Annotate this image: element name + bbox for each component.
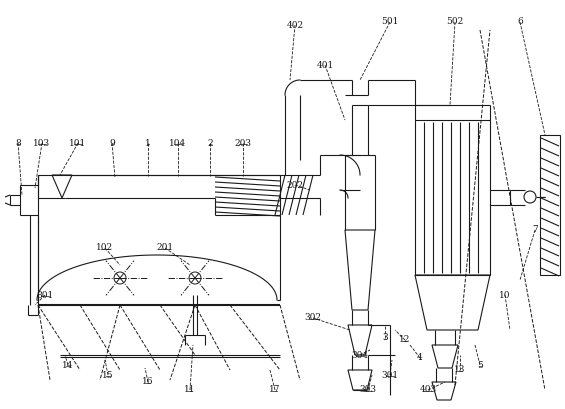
Bar [415,120,490,275]
Text: 5: 5 [477,360,483,369]
Text: 1: 1 [145,139,151,148]
Text: 402: 402 [286,20,303,29]
Text: 15: 15 [102,371,114,380]
Text: 302: 302 [305,314,321,323]
Text: 12: 12 [399,335,411,344]
Text: 7: 7 [532,225,538,234]
Text: 403: 403 [419,386,437,395]
Text: 101: 101 [69,139,86,148]
Text: 3: 3 [382,333,388,342]
Text: 201: 201 [157,243,173,252]
Text: 11: 11 [184,386,195,395]
Text: 16: 16 [142,378,154,387]
Text: 9: 9 [109,139,115,148]
Text: 502: 502 [446,18,464,27]
Text: 14: 14 [62,360,74,369]
Text: 13: 13 [454,366,466,375]
Text: 801: 801 [36,290,54,299]
Text: 6: 6 [517,18,523,27]
Text: 304: 304 [351,351,368,360]
Text: 102: 102 [97,243,114,252]
Text: 17: 17 [270,386,281,395]
Text: 203: 203 [234,139,251,148]
Text: 104: 104 [170,139,186,148]
Text: 4: 4 [417,353,423,362]
Text: 2: 2 [207,139,213,148]
Text: 103: 103 [33,139,50,148]
Text: 8: 8 [15,139,21,148]
Bar [540,135,560,275]
Text: 401: 401 [316,61,333,70]
Text: 303: 303 [359,386,376,395]
Text: 301: 301 [381,371,398,380]
Text: 10: 10 [499,290,511,299]
Text: 501: 501 [381,18,399,27]
Text: 202: 202 [286,180,303,189]
